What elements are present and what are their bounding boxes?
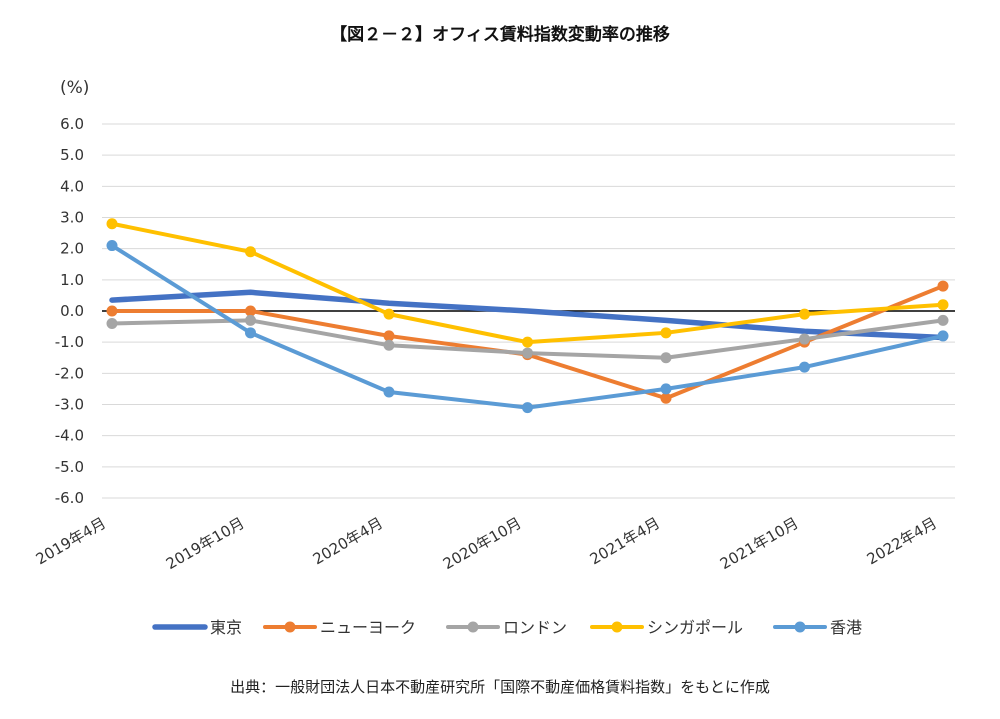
series-3-point: [383, 308, 395, 320]
series-3-point: [660, 327, 672, 339]
series-1-point: [383, 330, 395, 342]
legend-swatch-marker: [284, 621, 296, 633]
series-2-point: [383, 339, 395, 351]
legend-swatch-marker: [467, 621, 479, 633]
series-2-point: [937, 314, 949, 326]
x-tick-label: 2019年10月: [163, 514, 248, 573]
series-2-point: [245, 314, 256, 326]
y-tick-label: -2.0: [55, 364, 84, 382]
y-tick-label: -3.0: [55, 396, 84, 414]
y-tick-label: 1.0: [60, 271, 84, 289]
source-note: 出典：一般財団法人日本不動産研究所「国際不動産価格賃料指数」をもとに作成: [230, 678, 770, 696]
series-4-point: [522, 402, 533, 414]
y-tick-label: 6.0: [60, 115, 84, 133]
y-tick-label: -1.0: [55, 333, 84, 351]
y-tick-label: 3.0: [60, 209, 84, 227]
series-4-point: [660, 383, 672, 395]
series-2-point: [799, 333, 810, 345]
legend: 東京 ニューヨーク ロンドン シンガポール 香港: [152, 618, 862, 637]
series-line-4: [110, 243, 945, 410]
series-4-point: [106, 240, 118, 252]
series-1-point: [937, 280, 949, 292]
y-tick-label: 5.0: [60, 146, 84, 164]
legend-label: 香港: [830, 618, 862, 637]
series-line-0: [109, 289, 946, 341]
x-tick-label: 2021年4月: [587, 514, 663, 568]
legend-swatch-marker: [611, 621, 623, 633]
legend-label: ロンドン: [503, 618, 567, 637]
series-1-point: [106, 305, 118, 317]
series-2-point: [106, 317, 118, 329]
y-tick-label: -6.0: [55, 489, 84, 507]
x-tick-label: 2020年10月: [440, 514, 525, 573]
y-tick-label: 4.0: [60, 177, 84, 195]
series-2-point: [660, 352, 672, 364]
series-1-point: [660, 392, 672, 404]
y-axis-unit-label: (%): [60, 78, 90, 98]
series-3-point: [106, 218, 118, 230]
chart-title: 【図２－２】オフィス賃料指数変動率の推移: [330, 25, 670, 45]
legend-swatch-marker: [794, 621, 806, 633]
y-tick-label: -5.0: [55, 458, 84, 476]
legend-label: シンガポール: [647, 618, 743, 637]
series-3-point: [522, 336, 533, 348]
legend-label: ニューヨーク: [320, 618, 416, 637]
series-1-point: [245, 305, 256, 317]
y-tick-label: 0.0: [60, 302, 84, 320]
y-tick-label: 2.0: [60, 240, 84, 258]
y-tick-label: -4.0: [55, 427, 84, 445]
x-tick-label: 2019年4月: [33, 514, 109, 568]
series-2-point: [522, 347, 533, 359]
x-axis-ticks: 2019年4月 2019年10月 2020年4月 2020年10月 2021年4月 202…: [33, 514, 940, 573]
legend-label: 東京: [210, 618, 242, 637]
x-tick-label: 2020年4月: [310, 514, 386, 568]
series-3-point: [937, 299, 949, 311]
x-tick-label: 2022年4月: [864, 514, 940, 568]
series-3-point: [799, 308, 810, 320]
series-lines: [106, 218, 949, 414]
series-3-point: [245, 246, 256, 258]
series-4-point: [245, 327, 256, 339]
series-4-point: [937, 330, 949, 342]
y-axis-ticks: 6.0 5.0 4.0 3.0 2.0 1.0 0.0 -1.0 -2.0 -3.0 -4.0 -5.…: [55, 115, 84, 507]
series-4-point: [383, 386, 395, 398]
x-tick-label: 2021年10月: [717, 514, 802, 573]
series-4-point: [799, 361, 810, 373]
